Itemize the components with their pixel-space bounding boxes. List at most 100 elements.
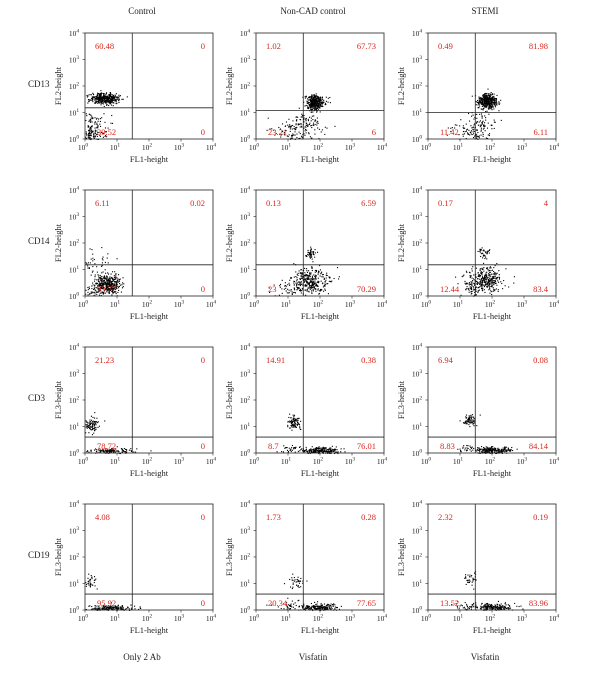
data-point — [308, 278, 310, 280]
data-point — [486, 449, 488, 451]
data-point — [456, 605, 458, 607]
quadrant-percentage-upper-left: 14.91 — [266, 355, 285, 365]
data-point — [105, 99, 107, 101]
data-point — [93, 425, 96, 427]
data-point — [103, 101, 105, 103]
data-point — [111, 96, 113, 98]
data-point — [336, 267, 339, 269]
data-point — [500, 281, 502, 283]
data-point — [334, 452, 336, 455]
data-point — [114, 271, 116, 273]
data-point — [498, 281, 500, 283]
data-point — [484, 276, 486, 278]
data-point — [489, 99, 491, 101]
data-point — [317, 607, 319, 609]
data-point — [461, 605, 463, 607]
data-point — [298, 606, 300, 608]
data-point — [470, 446, 472, 449]
data-point — [484, 603, 486, 605]
data-point — [102, 608, 104, 610]
data-point — [122, 449, 124, 452]
data-point — [94, 135, 96, 137]
data-point — [94, 123, 96, 125]
y-axis-label: FL2-height — [53, 223, 63, 262]
data-point — [487, 100, 489, 102]
data-point — [292, 421, 294, 423]
data-point — [313, 124, 315, 127]
data-point — [470, 276, 472, 278]
data-point — [500, 451, 502, 453]
data-point — [91, 249, 93, 251]
data-point — [483, 605, 485, 607]
data-point — [475, 605, 477, 608]
data-point — [108, 286, 110, 288]
quadrant-percentage-lower-right: 0 — [201, 284, 205, 294]
data-point — [337, 451, 339, 453]
data-point — [478, 274, 480, 276]
data-point — [300, 283, 302, 285]
data-point — [92, 265, 94, 268]
data-point — [287, 284, 289, 286]
data-point — [104, 97, 106, 99]
data-point — [307, 278, 309, 280]
data-point — [314, 608, 316, 610]
data-point — [474, 279, 476, 281]
data-point — [97, 125, 99, 127]
data-point — [301, 448, 303, 450]
data-point — [114, 283, 116, 285]
data-point — [92, 131, 94, 133]
data-point — [470, 608, 472, 610]
data-point — [102, 450, 104, 452]
data-point — [488, 283, 490, 285]
data-point — [493, 102, 495, 104]
data-point — [494, 106, 496, 108]
data-point — [500, 605, 502, 608]
data-point — [104, 269, 106, 271]
x-tick-label: 104 — [206, 457, 217, 467]
data-point — [488, 281, 490, 284]
data-point — [87, 289, 89, 291]
data-point — [498, 101, 500, 103]
data-point — [308, 103, 310, 105]
data-point — [477, 124, 479, 126]
data-point — [312, 281, 314, 283]
data-point — [111, 289, 113, 291]
data-point — [488, 287, 491, 289]
data-point — [304, 284, 306, 286]
dot-group — [85, 412, 152, 455]
data-point — [118, 97, 120, 99]
y-tick-label: 103 — [412, 212, 423, 222]
data-point — [327, 608, 329, 610]
x-tick-label: 100 — [78, 614, 89, 624]
data-point — [303, 121, 305, 123]
data-point — [89, 121, 92, 123]
data-point — [496, 606, 498, 608]
data-point — [315, 107, 317, 109]
data-point — [107, 449, 109, 451]
data-point — [514, 602, 516, 604]
dot-group — [268, 246, 340, 297]
data-point — [475, 104, 477, 106]
data-point — [91, 434, 93, 436]
data-point — [312, 449, 314, 451]
data-point — [105, 131, 107, 133]
data-point — [91, 97, 93, 100]
data-point — [123, 447, 125, 450]
data-point — [478, 96, 480, 98]
data-point — [468, 608, 470, 610]
y-tick-label: 100 — [412, 292, 423, 302]
data-point — [494, 100, 496, 102]
data-point — [296, 581, 298, 583]
data-point — [117, 285, 119, 288]
data-point — [310, 281, 313, 283]
data-point — [493, 121, 495, 123]
data-point — [318, 446, 320, 448]
x-tick-label: 102 — [485, 143, 496, 153]
data-point — [482, 284, 484, 286]
data-point — [94, 289, 96, 291]
data-point — [314, 120, 316, 122]
data-point — [475, 100, 477, 103]
data-point — [295, 581, 297, 583]
data-point — [310, 252, 312, 254]
data-point — [480, 283, 482, 285]
